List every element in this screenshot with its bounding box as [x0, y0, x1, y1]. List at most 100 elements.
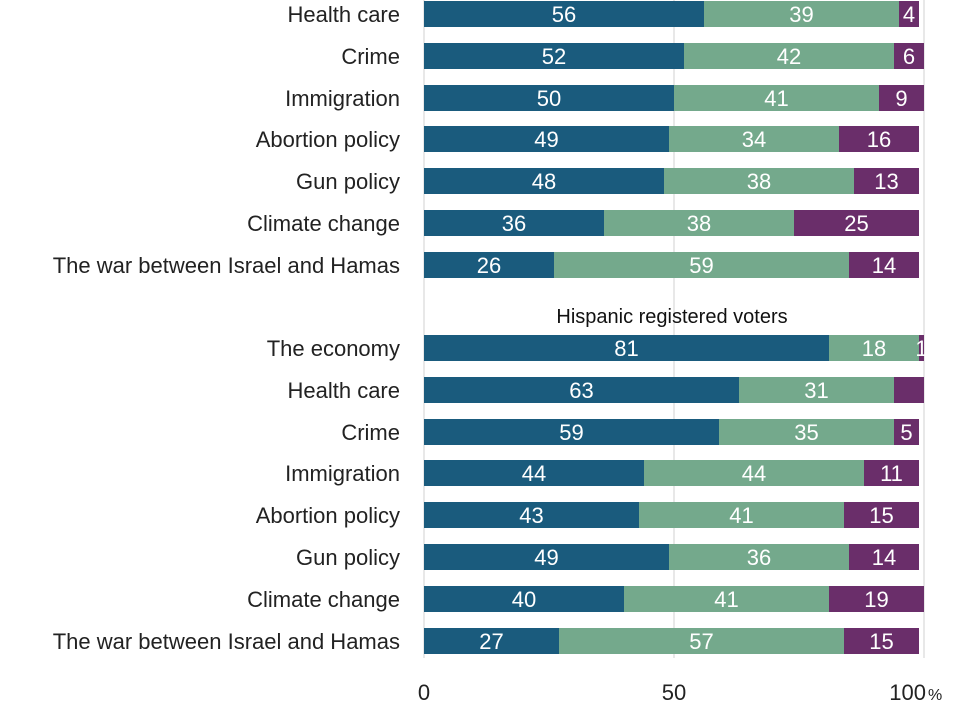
bar-segment [424, 460, 644, 486]
bar-segment [424, 502, 639, 528]
data-label: 18 [862, 336, 886, 361]
category-label: Health care [287, 2, 400, 27]
bar-segment [554, 252, 849, 278]
data-label: 49 [534, 545, 558, 570]
data-label: 38 [747, 169, 771, 194]
bar-segment [424, 210, 604, 236]
data-label: 25 [844, 211, 868, 236]
data-label: 11 [880, 461, 903, 486]
data-label: 49 [534, 127, 558, 152]
bar-segment [604, 210, 794, 236]
category-label: Health care [287, 378, 400, 403]
data-label: 15 [869, 629, 893, 654]
group-title: Hispanic registered voters [556, 306, 787, 328]
x-tick-label: 0 [418, 680, 430, 705]
bar-segment [424, 252, 554, 278]
bar-segment [424, 1, 704, 27]
data-label: 50 [537, 86, 561, 111]
bar-segment [424, 335, 829, 361]
bar-segment [674, 85, 879, 111]
bar-segment [639, 502, 844, 528]
data-label: 15 [869, 503, 893, 528]
bar-segment [624, 586, 829, 612]
x-tick-label: 100 [889, 680, 926, 705]
data-label: 14 [872, 253, 896, 278]
bar-segment [829, 586, 924, 612]
bar-segment [794, 210, 919, 236]
data-label: 5 [900, 420, 912, 445]
data-label: 31 [804, 378, 828, 403]
category-label: Abortion policy [256, 503, 400, 528]
data-label: 19 [864, 587, 888, 612]
data-label: 9 [895, 86, 907, 111]
bar-segment [849, 544, 919, 570]
data-label: 43 [519, 503, 543, 528]
bar-segment [664, 168, 854, 194]
data-label: 63 [569, 378, 593, 403]
data-label: 59 [559, 420, 583, 445]
bar-segment [669, 544, 849, 570]
x-axis: 0 50 100% [418, 680, 942, 705]
bar-segment [704, 1, 899, 27]
bar-segment [864, 460, 919, 486]
data-label: 35 [794, 420, 818, 445]
data-label: 1 [915, 336, 927, 361]
data-label: 14 [872, 545, 896, 570]
bar-segment [879, 85, 924, 111]
bar-segment [719, 419, 894, 445]
data-label: 41 [729, 503, 753, 528]
bar-segment [424, 43, 684, 69]
data-label: 27 [479, 629, 503, 654]
bar-segment [894, 419, 919, 445]
data-label: 52 [542, 44, 566, 69]
data-label: 41 [764, 86, 788, 111]
data-label: 44 [522, 461, 546, 486]
bar-segment [424, 168, 664, 194]
data-label: 81 [614, 336, 638, 361]
bar-segment [424, 419, 719, 445]
bar-segment [424, 126, 669, 152]
bar-segment [829, 335, 919, 361]
data-label: 38 [687, 211, 711, 236]
x-unit-label: % [928, 687, 942, 704]
bar-segment [684, 43, 894, 69]
data-label: 26 [477, 253, 501, 278]
data-label: 42 [777, 44, 801, 69]
category-label: Crime [341, 420, 400, 445]
data-label: 41 [714, 587, 738, 612]
data-label: 16 [867, 127, 891, 152]
data-label: 36 [502, 211, 526, 236]
data-label: 39 [789, 2, 813, 27]
data-label: 13 [874, 169, 898, 194]
bar-segment [739, 377, 894, 403]
category-label: Climate change [247, 587, 400, 612]
bar-segment [899, 1, 919, 27]
data-label: 36 [747, 545, 771, 570]
category-label: Immigration [285, 86, 400, 111]
category-label: The economy [267, 336, 400, 361]
data-label: 56 [552, 2, 576, 27]
data-label: 4 [903, 2, 915, 27]
bar-segment [424, 544, 669, 570]
bar-segment [844, 502, 919, 528]
bar-segment [424, 628, 559, 654]
bar-segment [844, 628, 919, 654]
data-label: 6 [903, 44, 915, 69]
bar-segment [894, 377, 924, 403]
bar-segment [644, 460, 864, 486]
category-label: The war between Israel and Hamas [53, 629, 400, 654]
data-label: 57 [689, 629, 713, 654]
bars [424, 1, 924, 654]
category-label: The war between Israel and Hamas [53, 253, 400, 278]
bar-segment [559, 628, 844, 654]
bar-segment [919, 335, 924, 361]
data-label: 44 [742, 461, 766, 486]
category-label: Crime [341, 44, 400, 69]
bar-segment [424, 586, 624, 612]
category-label: Abortion policy [256, 127, 400, 152]
category-label: Immigration [285, 461, 400, 486]
data-label: 48 [532, 169, 556, 194]
bar-segment [849, 252, 919, 278]
